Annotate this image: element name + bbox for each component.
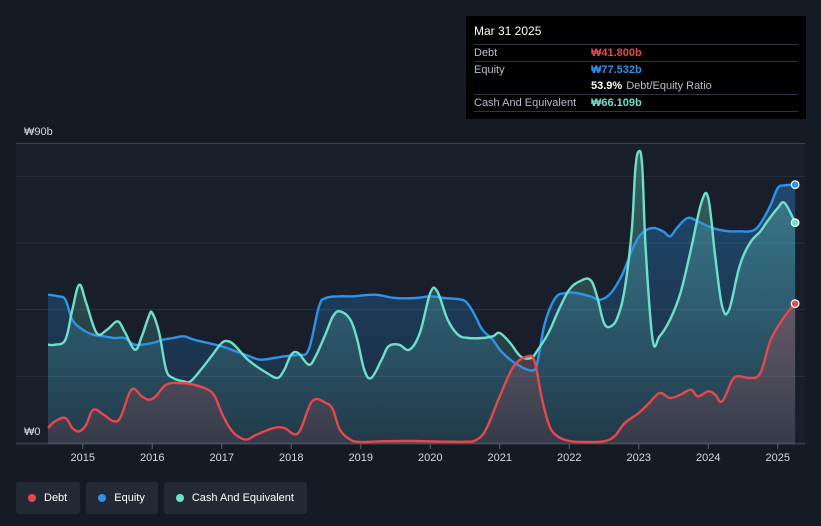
tooltip-equity-label: Equity (474, 64, 505, 76)
tooltip-ratio-label: Debt/Equity Ratio (626, 80, 712, 92)
cash-and-equivalent-end-marker[interactable] (790, 218, 800, 228)
tooltip-panel: Mar 31 2025 Debt ₩41.800b Equity ₩77.532… (466, 16, 806, 119)
x-tick-label: 2018 (279, 452, 303, 464)
chart-legend: Debt Equity Cash And Equivalent (16, 482, 307, 514)
legend-debt-label: Debt (44, 492, 68, 504)
x-tick-label: 2022 (557, 452, 581, 464)
x-tick-label: 2016 (140, 452, 164, 464)
x-tick-label: 2015 (71, 452, 95, 464)
legend-equity-dot-icon (98, 494, 107, 502)
x-axis-ticks: 2015 2016 2017 2018 2019 2020 2021 2022 2023 2024… (71, 444, 790, 464)
equity-end-marker[interactable] (790, 180, 800, 190)
legend-item-cash[interactable]: Cash And Equivalent (163, 482, 307, 514)
debt-line (47, 302, 797, 444)
end-markers (790, 180, 800, 309)
x-tick-label: 2023 (627, 452, 651, 464)
tooltip-date: Mar 31 2025 (474, 24, 542, 38)
x-tick-label: 2017 (210, 452, 234, 464)
debt-area (48, 303, 796, 444)
series-lines (47, 149, 797, 444)
legend-item-debt[interactable]: Debt (16, 482, 81, 514)
legend-cash-dot-icon (175, 494, 184, 502)
legend-debt-dot-icon (28, 494, 36, 502)
series-areas (48, 150, 796, 445)
tooltip-debt-value: ₩41.800b (591, 47, 642, 59)
tooltip-equity-value: ₩77.532b (591, 64, 642, 76)
x-tick-label: 2020 (418, 452, 442, 464)
x-tick-label: 2019 (349, 452, 373, 464)
tooltip-row-cash: Cash And Equivalent ₩66.109b (474, 94, 798, 112)
debt-end-marker[interactable] (790, 299, 800, 309)
legend-item-equity[interactable]: Equity (86, 482, 158, 514)
tooltip-cash-label: Cash And Equivalent (474, 97, 577, 109)
legend-equity-label: Equity (114, 492, 145, 504)
x-tick-label: 2021 (488, 452, 512, 464)
cash-and-equivalent-area (48, 150, 796, 444)
legend-cash-label: Cash And Equivalent (191, 492, 294, 504)
y-axis-bottom-label: ₩0 (24, 426, 41, 438)
tooltip-row-ratio: 53.9% Debt/Equity Ratio (474, 78, 798, 94)
tooltip-debt-label: Debt (474, 47, 498, 59)
tooltip-row-debt: Debt ₩41.800b (474, 44, 798, 61)
x-tick-label: 2025 (766, 452, 790, 464)
tooltip-ratio-value: 53.9% (591, 80, 623, 92)
cash-and-equivalent-line (47, 149, 797, 384)
tooltip-cash-value: ₩66.109b (591, 97, 642, 109)
equity-line (47, 183, 796, 372)
y-axis-top-label: ₩90b (24, 126, 53, 138)
x-tick-label: 2024 (696, 452, 720, 464)
tooltip-row-equity: Equity ₩77.532b (474, 61, 798, 78)
